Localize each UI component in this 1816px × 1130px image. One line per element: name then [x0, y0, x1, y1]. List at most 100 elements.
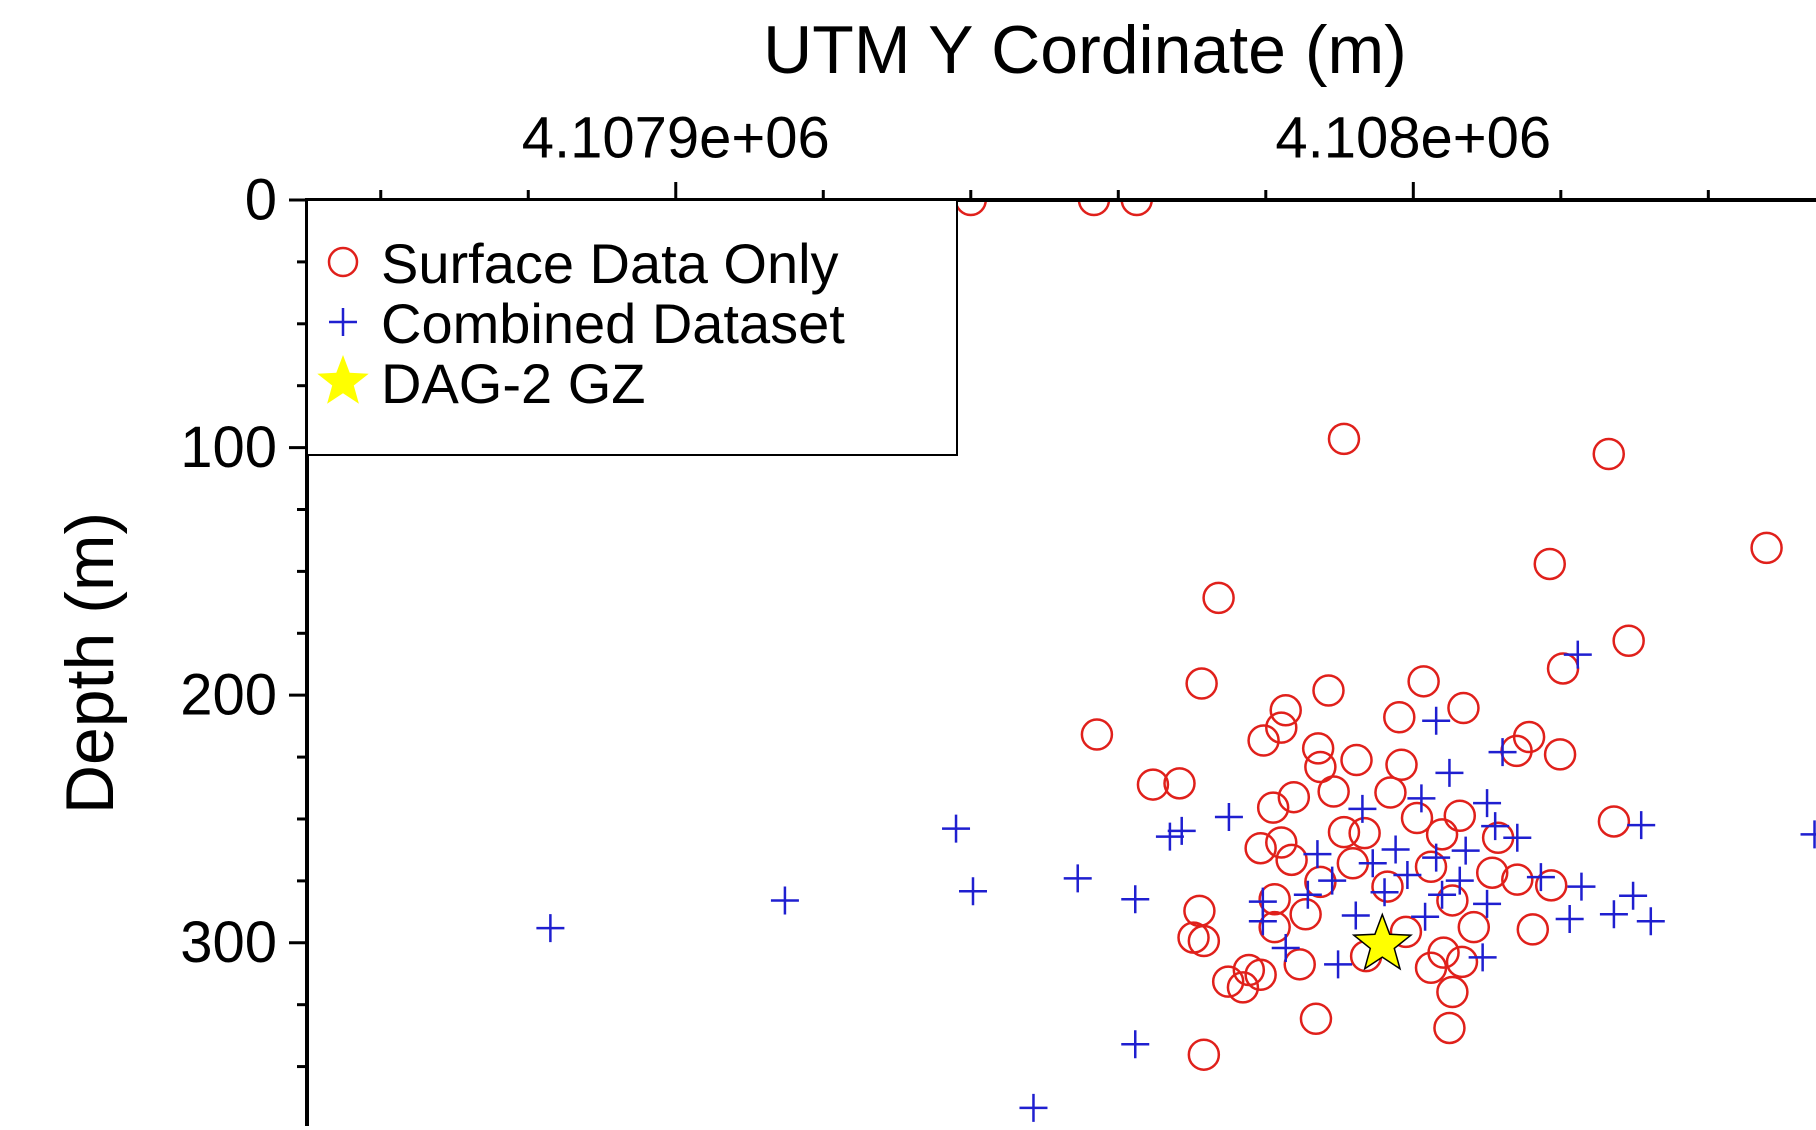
plus-marker: [1370, 878, 1399, 907]
plus-marker: [536, 914, 565, 943]
plus-marker: [1473, 789, 1502, 818]
circle-marker: [1244, 831, 1277, 865]
circle-marker: [1277, 780, 1311, 814]
circle-marker: [1120, 200, 1153, 217]
circle-marker: [1447, 691, 1480, 725]
x-tick-label: 4.1079e+06: [522, 105, 830, 170]
plus-marker: [1800, 820, 1816, 849]
circle-marker: [1312, 674, 1345, 707]
circle-marker: [1457, 910, 1491, 944]
circle-marker: [1283, 948, 1316, 981]
plus-marker: [1619, 881, 1648, 910]
plus-marker: [1341, 901, 1370, 930]
star-marker: [1351, 912, 1413, 971]
circle-marker: [1436, 884, 1469, 917]
plus-marker: [1428, 880, 1457, 909]
x-tick-label: 4.108e+06: [1275, 105, 1551, 170]
plus-marker: [1358, 849, 1387, 878]
circle-marker: [1445, 945, 1479, 979]
plus-marker: [1271, 933, 1300, 962]
plus-marker: [1381, 835, 1410, 864]
circle-marker: [1750, 531, 1783, 565]
circle-marker: [1327, 815, 1361, 849]
circle-marker: [1187, 924, 1221, 958]
circle-marker: [1425, 818, 1459, 851]
plus-marker: [1293, 880, 1322, 909]
plus-marker: [942, 814, 971, 843]
plus-marker: [1348, 794, 1377, 823]
circle-marker: [1080, 718, 1114, 751]
circle-marker: [1400, 801, 1434, 835]
circle-marker: [1185, 667, 1218, 700]
plus-marker: [1324, 950, 1353, 979]
plus-marker: [1488, 738, 1517, 767]
circle-marker: [1269, 694, 1302, 727]
circle-marker: [1275, 843, 1308, 877]
plus-marker: [1567, 872, 1596, 901]
circle-marker: [1211, 965, 1245, 998]
plus-marker: [1248, 907, 1277, 936]
circle-marker: [1414, 850, 1448, 884]
plus-marker: [1303, 840, 1332, 869]
circle-marker: [1597, 805, 1631, 838]
plus-marker: [958, 877, 987, 906]
circle-marker: [1592, 437, 1626, 471]
plus-marker: [1435, 758, 1464, 787]
circle-marker: [1371, 870, 1404, 903]
plus-marker: [1473, 889, 1502, 918]
plus-marker: [1411, 902, 1440, 931]
circle-marker: [1433, 1011, 1466, 1045]
circle-marker: [1374, 776, 1407, 809]
plus-marker: [1563, 640, 1592, 669]
circle-marker: [1612, 624, 1645, 657]
plus-marker: [770, 886, 799, 915]
legend-label: Combined Dataset: [381, 292, 845, 355]
circle-marker: [1202, 581, 1235, 615]
legend-box: [306, 199, 958, 456]
plus-marker: [1063, 864, 1092, 893]
circle-marker: [1256, 791, 1290, 824]
plus-marker: [1393, 860, 1422, 889]
y-tick-label: 300: [180, 910, 277, 975]
plus-marker: [1627, 811, 1656, 840]
plus-marker: [329, 308, 357, 336]
circle-marker: [1265, 711, 1298, 744]
plus-marker: [1422, 843, 1451, 872]
legend-label: DAG-2 GZ: [381, 352, 645, 415]
circle-marker: [1533, 547, 1566, 581]
circle-marker: [1183, 894, 1216, 928]
chart-title: UTM Y Cordinate (m): [763, 12, 1407, 88]
circle-marker: [1247, 724, 1280, 757]
circle-marker: [1348, 816, 1381, 850]
circle-marker: [1244, 958, 1277, 991]
star-marker: [317, 355, 369, 404]
circle-marker: [1516, 913, 1550, 946]
circle-marker: [1301, 732, 1335, 765]
circle-marker: [1389, 915, 1423, 949]
circle-marker: [1546, 652, 1580, 685]
plus-marker: [1167, 816, 1196, 845]
circle-marker: [1534, 869, 1568, 902]
circle-marker: [1077, 200, 1111, 217]
plus-marker: [1451, 836, 1480, 865]
circle-marker: [1340, 743, 1373, 777]
plus-marker: [1019, 1093, 1048, 1122]
plus-marker: [1407, 784, 1436, 813]
plus-marker: [1468, 943, 1497, 972]
plus-marker: [1555, 905, 1584, 934]
plus-marker: [1599, 900, 1628, 929]
y-tick-label: 100: [180, 415, 277, 480]
circle-marker: [1407, 665, 1440, 698]
circle-marker: [1383, 700, 1416, 734]
plus-marker: [1155, 822, 1184, 851]
circle-marker: [1414, 951, 1448, 985]
circle-marker: [1163, 767, 1196, 800]
circle-marker: [1226, 971, 1260, 1004]
plus-marker: [1503, 823, 1532, 852]
y-tick-label: 200: [180, 663, 277, 728]
circle-marker: [954, 200, 988, 217]
circle-marker: [1385, 748, 1418, 782]
circle-marker: [1187, 1038, 1221, 1071]
